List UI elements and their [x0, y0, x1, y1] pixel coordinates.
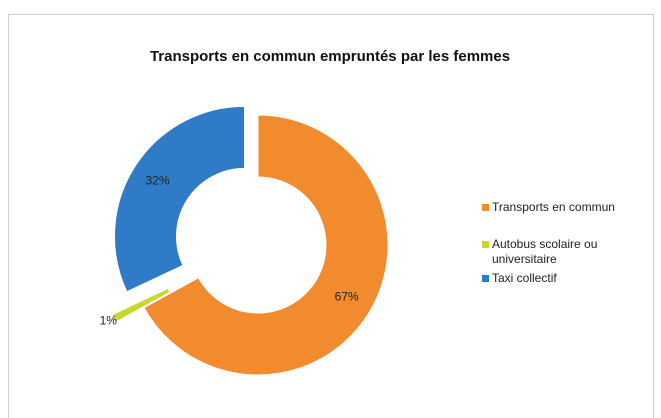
donut-slice: [111, 287, 171, 323]
legend-label: Taxi collectif: [492, 271, 557, 285]
data-label: 1%: [100, 313, 118, 327]
donut: 67% 1% 32%: [100, 105, 389, 376]
legend-item: Taxi collectif: [482, 271, 617, 286]
chart-title: Transports en commun empruntés par les f…: [150, 48, 510, 65]
data-label: 32%: [146, 173, 170, 187]
legend-label: Autobus scolaire ou universitaire: [492, 237, 598, 266]
legend: Transports en commun Autobus scolaire ou …: [482, 200, 632, 308]
legend-swatch: [482, 275, 489, 282]
legend-swatch: [482, 204, 489, 211]
legend-item: Transports en commun: [482, 200, 617, 215]
data-label: 67%: [335, 290, 359, 304]
donut-slice: [113, 105, 245, 293]
legend-label: Transports en commun: [492, 200, 615, 214]
legend-swatch: [482, 241, 489, 248]
legend-item: Autobus scolaire ou universitaire: [482, 237, 617, 267]
donut-slice: [143, 114, 389, 376]
